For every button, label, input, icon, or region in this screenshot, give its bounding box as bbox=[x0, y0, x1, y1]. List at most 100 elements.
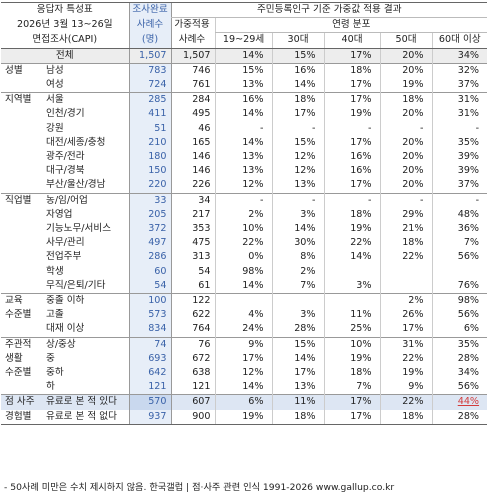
table-row: 경험별 유료로 본 적 없다 937 900 19% 18% 17% 18% 28% bbox=[1, 409, 488, 425]
pct-19-29: 24% bbox=[214, 322, 273, 338]
table-row: 주관적 상/중상 74 76 9% 15% 10% 31% 35% bbox=[1, 336, 488, 352]
row-category-label: 여성 bbox=[46, 79, 64, 91]
row-category-label: 대전/세종/충청 bbox=[46, 136, 106, 148]
row-group-label: 지역별 bbox=[1, 92, 45, 108]
pct-19-29: 9% bbox=[214, 336, 273, 352]
table-row: 점 사주 유료로 본 적 있다 570 607 6% 11% 17% 22% 44% bbox=[1, 394, 488, 410]
row-category-label: 대재 이상 bbox=[46, 323, 85, 335]
table-row: 무직/은퇴/기타 54 61 14% 7% 3% 76% bbox=[1, 278, 488, 294]
pct-19-29: 14% bbox=[214, 278, 273, 294]
pct-30s: 14% bbox=[271, 351, 325, 367]
pct-60plus: 31% bbox=[431, 92, 488, 108]
pct-19-29: 98% bbox=[214, 264, 273, 279]
weighted-sample-count: 61 bbox=[170, 278, 216, 294]
pct-40s: 18% bbox=[323, 62, 381, 79]
pct-40s: 7% bbox=[323, 380, 381, 395]
pct-19-29: 17% bbox=[214, 351, 273, 367]
row-category-label: 하 bbox=[46, 381, 55, 393]
header-title: 응답자 특성표 bbox=[1, 1, 130, 18]
table-row: 광주/전라 180 146 13% 12% 16% 20% 39% bbox=[1, 150, 488, 165]
weighted-sample-count: 672 bbox=[170, 351, 216, 367]
pct-30s: 15% bbox=[271, 48, 325, 64]
completed-sample-count: 724 bbox=[128, 78, 172, 93]
pct-19-29: 22% bbox=[214, 236, 273, 251]
weighted-sample-count: 165 bbox=[170, 135, 216, 151]
pct-50s: - bbox=[379, 121, 433, 136]
completed-sample-count: 834 bbox=[128, 322, 172, 338]
row-category-label: 무직/은퇴/기타 bbox=[46, 279, 106, 291]
pct-40s: 19% bbox=[323, 222, 381, 237]
completed-sample-count: 573 bbox=[128, 308, 172, 323]
row-group-label bbox=[1, 164, 45, 178]
row-category-label: 광주/전라 bbox=[46, 151, 85, 163]
pct-19-29: 14% bbox=[214, 48, 273, 64]
completed-sample-count: 121 bbox=[128, 380, 172, 395]
row-group-label: 수준별 bbox=[5, 367, 32, 379]
pct-60plus: 37% bbox=[431, 78, 488, 93]
completed-sample-count: 285 bbox=[128, 92, 172, 108]
pct-60plus: - bbox=[431, 192, 488, 208]
pct-30s: 7% bbox=[271, 278, 325, 294]
weighted-sample-count: 638 bbox=[170, 366, 216, 381]
table-row: 여성 724 761 13% 14% 17% 19% 37% bbox=[1, 78, 488, 93]
row-group-label: 성별 bbox=[1, 62, 45, 79]
row-category-label: 기능노무/서비스 bbox=[46, 223, 112, 235]
weighted-sample-count: 217 bbox=[170, 207, 216, 223]
row-group-label bbox=[1, 78, 45, 93]
pct-50s: 22% bbox=[379, 394, 433, 410]
pct-60plus: 32% bbox=[431, 62, 488, 79]
row-category-label: 학생 bbox=[46, 265, 64, 277]
header-row-2: 2026년 3월 13~26일 사례수 가중적용 연령 분포 bbox=[1, 17, 488, 34]
row-category-label: 중졸 이하 bbox=[45, 293, 130, 309]
row-group-label bbox=[1, 222, 45, 236]
weighted-sample-count: 226 bbox=[170, 178, 216, 194]
row-group-label: 점 사주 bbox=[1, 394, 45, 410]
row-group-label bbox=[1, 380, 45, 395]
pct-30s: 13% bbox=[271, 178, 325, 194]
pct-50s: 20% bbox=[379, 178, 433, 194]
row-group-label: 교육 bbox=[1, 293, 45, 309]
row-group-label bbox=[1, 236, 45, 250]
pct-40s: 17% bbox=[323, 135, 381, 151]
weighted-sample-count: 121 bbox=[170, 380, 216, 395]
pct-60plus: 6% bbox=[431, 322, 488, 338]
table-row: 생활 중 693 672 17% 14% 19% 22% 28% bbox=[1, 351, 488, 367]
pct-19-29: 13% bbox=[214, 78, 273, 93]
pct-50s: 2% bbox=[379, 293, 433, 309]
age-header-50s: 50대 bbox=[379, 32, 433, 49]
row-category-label: 대구/경북 bbox=[46, 165, 85, 177]
pct-19-29: 4% bbox=[214, 308, 273, 323]
completed-sample-count: 783 bbox=[128, 62, 172, 79]
pct-30s: 11% bbox=[271, 394, 325, 410]
pct-60plus: 98% bbox=[431, 293, 488, 309]
pct-30s: - bbox=[271, 121, 325, 136]
pct-50s: 21% bbox=[379, 222, 433, 237]
table-row: 기능노무/서비스 372 353 10% 14% 19% 21% 36% bbox=[1, 222, 488, 237]
pct-60plus: 28% bbox=[431, 409, 488, 425]
pct-60plus: 7% bbox=[431, 236, 488, 251]
pct-19-29: 13% bbox=[214, 150, 273, 165]
completed-sample-count: 33 bbox=[128, 192, 172, 208]
pct-19-29: 0% bbox=[214, 250, 273, 265]
table-row: 지역별 서울 285 284 16% 18% 17% 18% 31% bbox=[1, 92, 488, 108]
pct-19-29: 12% bbox=[214, 366, 273, 381]
pct-60plus: 34% bbox=[431, 366, 488, 381]
weighted-sample-count: 900 bbox=[170, 409, 216, 425]
pct-40s: 17% bbox=[323, 78, 381, 93]
completed-sample-count: 937 bbox=[128, 409, 172, 425]
weighted-sample-count: 607 bbox=[170, 394, 216, 410]
pct-19-29: 13% bbox=[214, 164, 273, 179]
pct-50s: 9% bbox=[379, 380, 433, 395]
pct-30s: 2% bbox=[271, 264, 325, 279]
pct-60plus: 35% bbox=[431, 135, 488, 151]
pct-30s: 28% bbox=[271, 322, 325, 338]
pct-40s: 17% bbox=[323, 178, 381, 194]
row-group-label bbox=[1, 265, 45, 279]
pct-30s: 17% bbox=[271, 366, 325, 381]
row-group-label: 전체 bbox=[1, 48, 130, 64]
row-category-label: 중 bbox=[46, 352, 55, 364]
pct-50s: 22% bbox=[379, 250, 433, 265]
pct-40s: 17% bbox=[323, 394, 381, 410]
table-row: 성별 남성 783 746 15% 16% 18% 20% 32% bbox=[1, 62, 488, 79]
